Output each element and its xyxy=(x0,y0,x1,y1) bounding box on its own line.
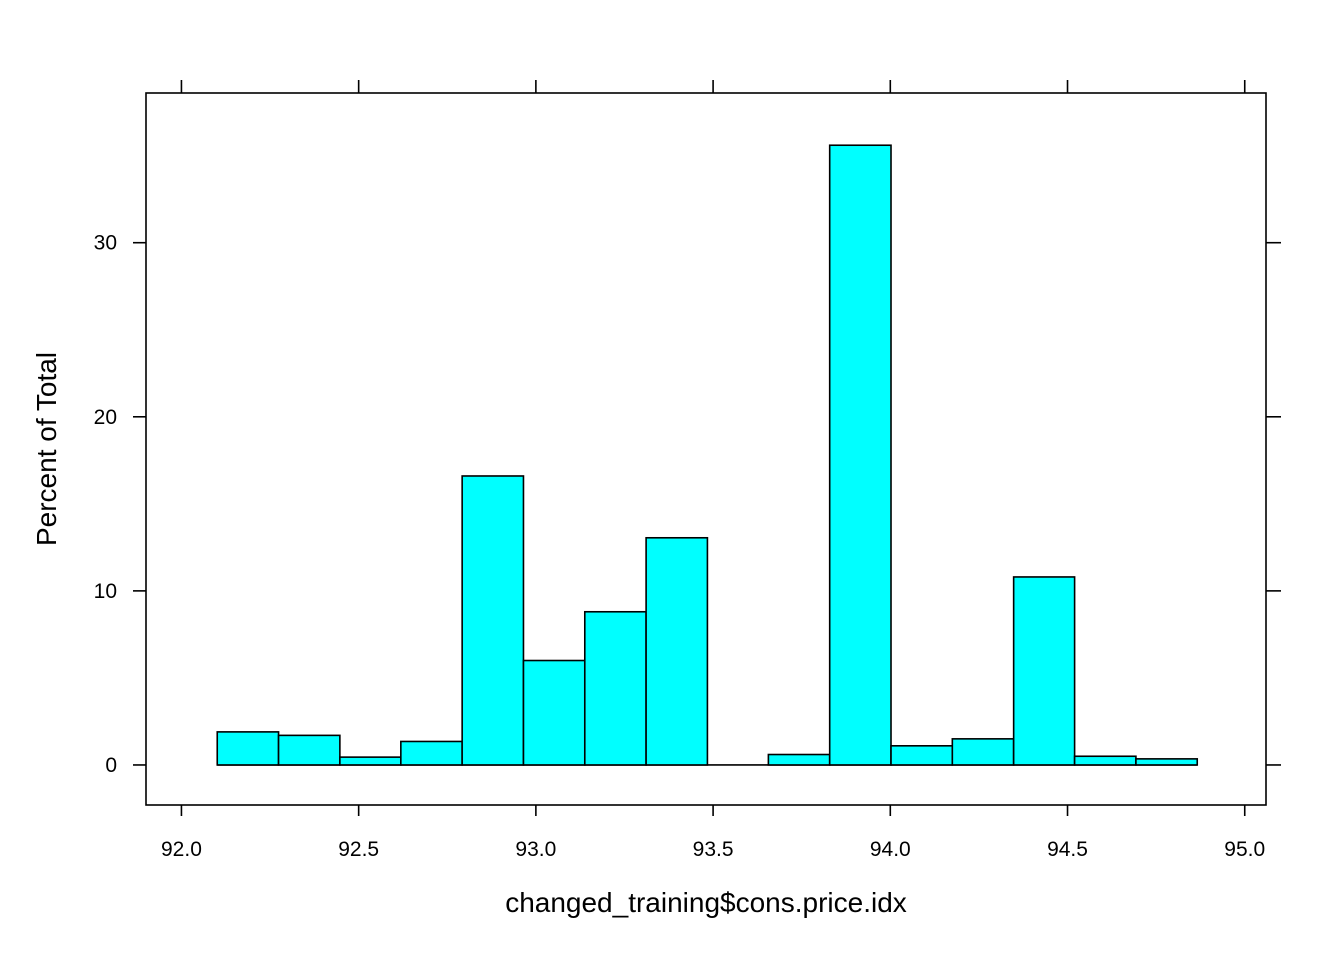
histogram-bar xyxy=(890,745,954,766)
bars-group xyxy=(216,144,1199,766)
x-tick-label: 94.0 xyxy=(870,838,911,861)
x-tick-label: 92.0 xyxy=(161,838,202,861)
histogram-bar xyxy=(400,740,463,766)
axes-group: 92.0 92.5 93.0 93.5 94.0 94.5 95.0 0 10 20 30 xyxy=(94,80,1281,861)
y-tick-label: 30 xyxy=(94,232,117,255)
histogram-bar xyxy=(767,753,831,766)
histogram-bar xyxy=(461,475,525,766)
histogram-bar xyxy=(522,659,586,766)
x-tick-label: 92.5 xyxy=(338,838,379,861)
panel-frame xyxy=(145,92,1267,806)
histogram-bar xyxy=(1012,576,1076,766)
histogram-bar xyxy=(1073,755,1137,766)
y-tick-label: 20 xyxy=(94,406,117,429)
y-axis-title: Percent of Total xyxy=(31,352,62,546)
histogram-bar xyxy=(583,610,647,766)
histogram-bar xyxy=(951,738,1015,766)
histogram-bar xyxy=(828,144,892,766)
histogram-bar xyxy=(339,756,402,766)
x-tick-label: 93.5 xyxy=(693,838,734,861)
histogram-bar xyxy=(216,731,280,766)
histogram-bar xyxy=(1135,758,1199,766)
x-tick-label: 93.0 xyxy=(515,838,556,861)
x-tick-label: 95.0 xyxy=(1224,838,1265,861)
y-tick-label: 0 xyxy=(105,754,117,777)
histogram-bar xyxy=(645,536,709,766)
x-axis-title: changed_training$cons.price.idx xyxy=(505,887,907,918)
x-tick-label: 94.5 xyxy=(1047,838,1088,861)
y-tick-label: 10 xyxy=(94,580,117,603)
histogram-bar xyxy=(277,734,341,766)
